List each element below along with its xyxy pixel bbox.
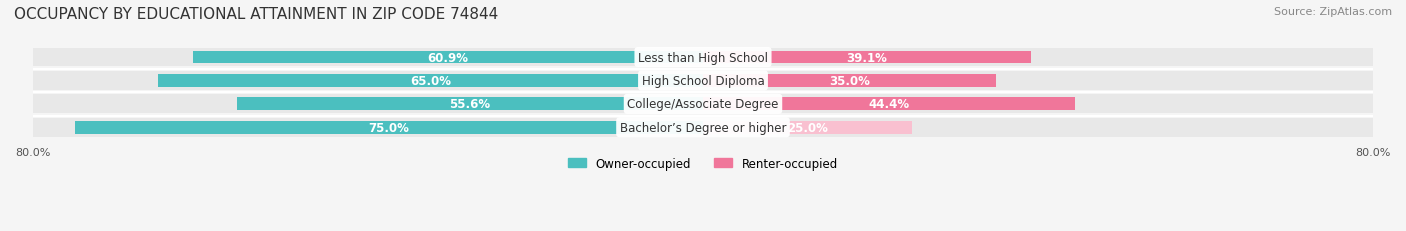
Text: College/Associate Degree: College/Associate Degree [627,98,779,111]
Bar [703,95,1374,114]
Bar [703,121,912,134]
Text: 75.0%: 75.0% [368,121,409,134]
Text: Bachelor’s Degree or higher: Bachelor’s Degree or higher [620,121,786,134]
Bar [32,49,703,67]
Bar [703,51,1031,64]
Text: 35.0%: 35.0% [830,75,870,88]
Bar [193,51,703,64]
Text: 55.6%: 55.6% [450,98,491,111]
Bar [32,95,703,114]
Bar [703,118,1374,137]
Text: 65.0%: 65.0% [411,75,451,88]
Bar [703,72,1374,90]
Bar [703,75,997,88]
Bar [32,118,703,137]
Text: OCCUPANCY BY EDUCATIONAL ATTAINMENT IN ZIP CODE 74844: OCCUPANCY BY EDUCATIONAL ATTAINMENT IN Z… [14,7,498,22]
Text: 39.1%: 39.1% [846,51,887,64]
Text: 25.0%: 25.0% [787,121,828,134]
Bar [703,49,1374,67]
Legend: Owner-occupied, Renter-occupied: Owner-occupied, Renter-occupied [564,153,842,175]
Bar [75,121,703,134]
Text: 60.9%: 60.9% [427,51,468,64]
Text: 44.4%: 44.4% [869,98,910,111]
Bar [238,98,703,111]
Text: Less than High School: Less than High School [638,51,768,64]
Bar [159,75,703,88]
Text: Source: ZipAtlas.com: Source: ZipAtlas.com [1274,7,1392,17]
Bar [32,72,703,90]
Bar [703,98,1076,111]
Text: High School Diploma: High School Diploma [641,75,765,88]
